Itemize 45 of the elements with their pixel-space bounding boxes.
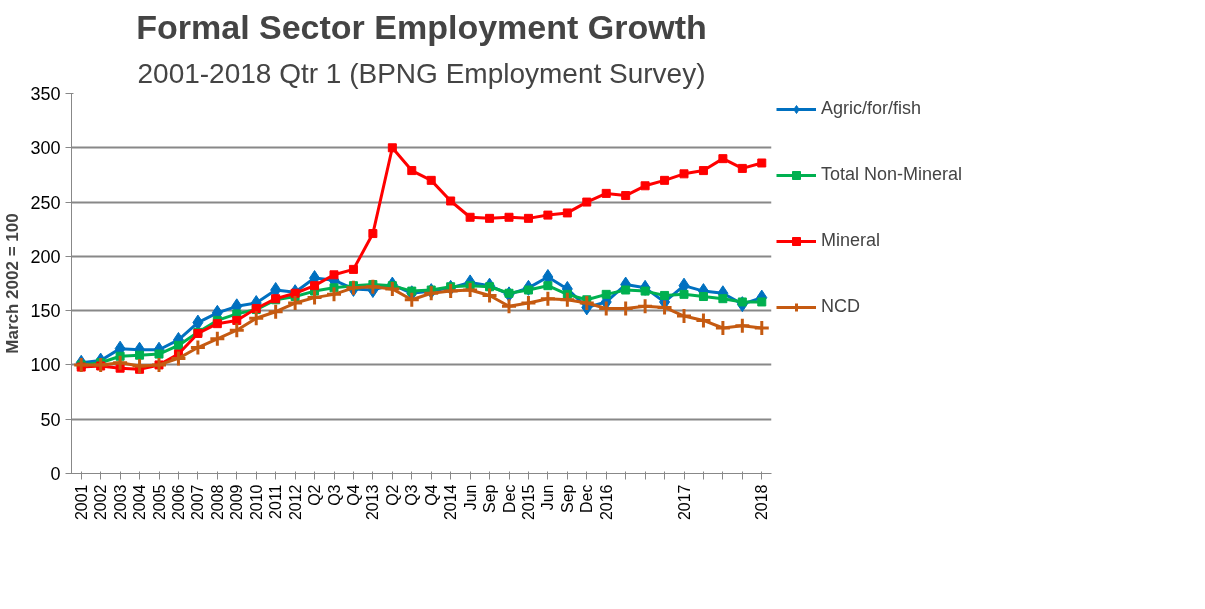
x-tick-label: Dec xyxy=(500,484,518,513)
y-tick-label: 100 xyxy=(30,355,61,376)
y-tick-label: 0 xyxy=(50,464,61,484)
x-tick-label: Sep xyxy=(481,484,499,513)
y-tick-label: 350 xyxy=(30,84,61,104)
y-tick-label: 250 xyxy=(30,192,61,213)
legend-label: Total Non-Mineral xyxy=(821,164,963,185)
x-tick-label: 2017 xyxy=(675,484,693,521)
x-tick-label: Jun xyxy=(539,484,557,511)
x-tick-label: 2009 xyxy=(228,484,246,521)
x-tick-label: Q4 xyxy=(344,484,362,506)
x-tick-label: Sep xyxy=(558,484,576,513)
x-tick-label: 2011 xyxy=(267,484,285,519)
x-tick-label: 2018 xyxy=(753,484,771,521)
x-tick-label: 2008 xyxy=(208,484,226,521)
x-tick-label: 2010 xyxy=(247,484,265,521)
x-tick-label: 2005 xyxy=(150,484,168,521)
x-tick-label: 2014 xyxy=(442,484,460,521)
x-tick-label: Q4 xyxy=(422,484,440,506)
x-tick-label: Jun xyxy=(461,484,479,511)
x-tick-label: 2013 xyxy=(364,484,382,521)
x-tick-label: 2002 xyxy=(92,484,110,521)
legend-label: Agric/for/fish xyxy=(821,98,922,119)
legend-label: Mineral xyxy=(821,230,881,251)
x-tick-label: 2006 xyxy=(169,484,187,521)
y-tick-label: 150 xyxy=(30,301,61,322)
x-tick-label: 2012 xyxy=(286,484,304,521)
x-tick-label: Q3 xyxy=(403,484,421,506)
x-tick-label: 2001 xyxy=(72,484,90,521)
x-tick-label: Dec xyxy=(578,484,596,513)
y-tick-label: 300 xyxy=(30,138,61,159)
y-axis-title: March 2002 = 100 xyxy=(3,213,23,354)
x-tick-label: Q2 xyxy=(306,484,324,506)
y-tick-label: 200 xyxy=(30,246,61,267)
x-tick-label: Q2 xyxy=(383,484,401,506)
legend-label: NCD xyxy=(821,296,860,317)
x-tick-label: 2007 xyxy=(189,484,207,521)
chart-title: Formal Sector Employment Growth xyxy=(136,7,707,46)
x-tick-label: 2003 xyxy=(111,484,129,521)
x-tick-label: 2004 xyxy=(131,484,149,521)
y-tick-label: 50 xyxy=(40,409,61,430)
x-tick-label: 2016 xyxy=(597,484,615,521)
x-tick-label: Q3 xyxy=(325,484,343,506)
x-tick-label: 2015 xyxy=(519,484,537,521)
chart-subtitle: 2001-2018 Qtr 1 (BPNG Employment Survey) xyxy=(137,57,706,89)
